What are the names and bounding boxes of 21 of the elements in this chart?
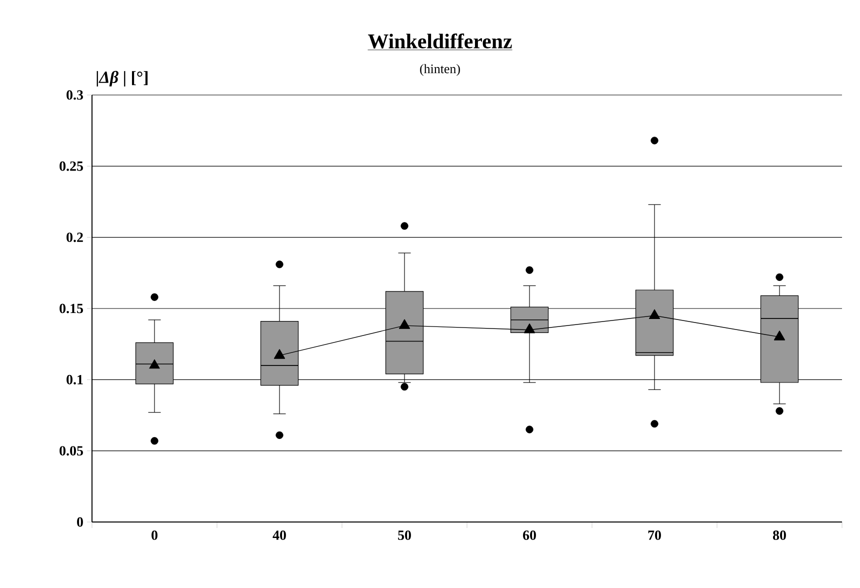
- y-tick-label: 0: [77, 517, 83, 527]
- y-tick-label: 0.1: [66, 374, 83, 384]
- x-tick-label: 0: [152, 530, 158, 540]
- point: [524, 324, 536, 334]
- x-tick-label: 80: [773, 530, 786, 540]
- chart-subtitle: (hinten): [420, 64, 460, 76]
- y-axis-title: |Δβ | [°]: [96, 70, 148, 86]
- y-tick-label: 0.25: [60, 161, 83, 171]
- point: [648, 309, 660, 319]
- y-tick-label: 0.15: [60, 304, 83, 314]
- x-tick-label: 60: [523, 530, 536, 540]
- y-tick-label: 0.2: [66, 232, 83, 242]
- point: [774, 330, 786, 340]
- y-tick-label: 0.05: [60, 446, 83, 456]
- y-tick-label: 0.3: [66, 90, 84, 100]
- x-tick-label: 50: [398, 530, 411, 540]
- point: [398, 319, 410, 329]
- point: [274, 349, 286, 359]
- chart-title: Winkeldifferenz: [368, 33, 512, 49]
- x-tick-label: 40: [272, 530, 286, 540]
- x-tick-label: 70: [648, 530, 661, 540]
